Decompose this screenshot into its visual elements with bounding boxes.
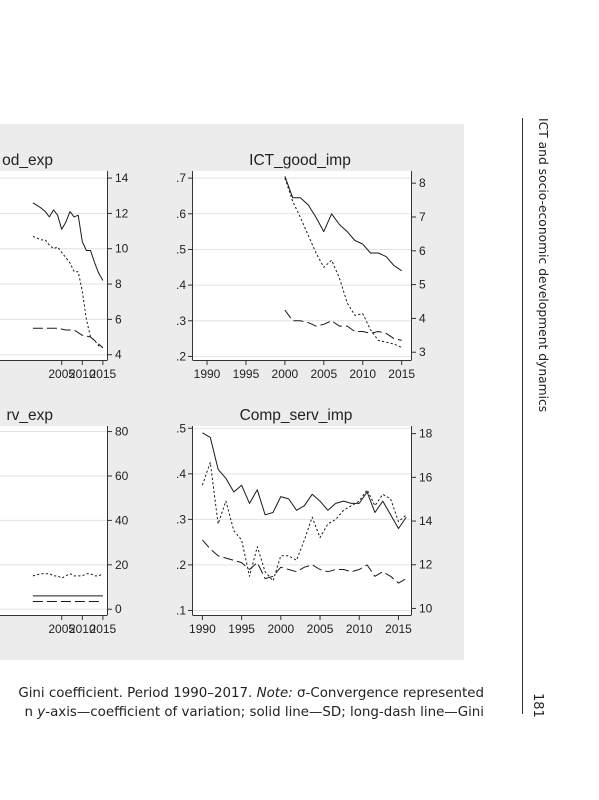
- y-left-tick-label: .1: [176, 603, 186, 617]
- series-line-solid: [32, 202, 104, 281]
- x-tick-label: 1990: [189, 622, 216, 636]
- y-left-tick-label: .5: [176, 242, 186, 256]
- y-right-tick-label: 12: [115, 206, 129, 220]
- margin-rule: [522, 118, 523, 714]
- running-head: ICT and socio-economic development dynam…: [536, 118, 550, 413]
- chart-title: Comp_serv_imp: [240, 407, 353, 424]
- plot-area: [193, 426, 411, 615]
- y-right-tick-label: 18: [419, 427, 433, 441]
- x-tick-label: 2010: [69, 622, 96, 636]
- y-left-tick-label: .6: [176, 207, 186, 221]
- x-tick-label: 1995: [228, 622, 255, 636]
- y-right-tick-label: 7: [419, 210, 426, 224]
- chart-title: rv_exp: [6, 407, 53, 424]
- series-line-solid: [284, 176, 402, 272]
- chart-2: ICT_good_imp 1990 1995 2000 2005 2010 2015 .2 .3…: [176, 152, 426, 381]
- x-tick-label: 1995: [233, 367, 260, 381]
- y-left-tick-label: .7: [176, 171, 186, 185]
- y-left-tick-label: .4: [176, 467, 186, 481]
- y-right-tick-label: 40: [115, 513, 129, 527]
- y-left-tick-label: .3: [176, 314, 186, 328]
- y-right-tick-label: 4: [419, 311, 426, 325]
- x-tick-label: 2015: [385, 622, 412, 636]
- y-left-tick-label: .4: [176, 278, 186, 292]
- y-right-tick-label: 3: [419, 345, 426, 359]
- x-tick-label: 2015: [90, 622, 117, 636]
- y-right-tick-label: 20: [115, 558, 129, 572]
- series-line-longdash: [32, 327, 104, 348]
- caption-text-b: σ-Convergence represented: [292, 686, 484, 701]
- caption-note-label: Note:: [256, 686, 293, 701]
- x-tick-label: 2010: [69, 367, 96, 381]
- caption-text-a: Gini coefficient. Period 1990–2017.: [18, 686, 257, 701]
- y-left-tick-label: .5: [176, 421, 186, 435]
- y-right-tick-label: 80: [115, 425, 129, 439]
- caption-text-c: n: [24, 705, 38, 720]
- chart-title: od_exp: [2, 152, 53, 169]
- x-tick-label: 2005: [48, 622, 75, 636]
- x-tick-label: 2010: [346, 622, 373, 636]
- x-tick-label: 2005: [307, 622, 334, 636]
- page-number: 181: [530, 693, 545, 718]
- y-left-tick-label: .3: [176, 512, 186, 526]
- x-tick-label: 2000: [272, 367, 299, 381]
- plot-area: [0, 171, 107, 360]
- y-right-tick-label: 14: [419, 514, 433, 528]
- y-right-tick-label: 8: [419, 176, 426, 190]
- x-tick-label: 2010: [349, 367, 376, 381]
- figure-caption: Gini coefficient. Period 1990–2017. Note…: [0, 684, 484, 722]
- y-right-tick-label: 5: [419, 278, 426, 292]
- y-right-tick-label: 10: [115, 242, 129, 256]
- x-tick-label: 2000: [267, 622, 294, 636]
- caption-axis-label: y: [37, 705, 46, 720]
- y-right-tick-label: 60: [115, 469, 129, 483]
- series-line-dotted: [201, 461, 407, 582]
- y-right-tick-label: 12: [419, 558, 433, 572]
- y-right-tick-label: 4: [115, 348, 122, 362]
- series-line-dotted: [32, 573, 104, 579]
- chart-title: ICT_good_imp: [249, 152, 351, 169]
- series-line-dotted: [32, 235, 104, 349]
- x-tick-label: 2005: [310, 367, 337, 381]
- x-tick-label: 2005: [48, 367, 75, 381]
- caption-line-1: Gini coefficient. Period 1990–2017. Note…: [0, 684, 484, 703]
- y-left-tick-label: .2: [176, 558, 186, 572]
- x-tick-label: 2015: [388, 367, 415, 381]
- y-right-tick-label: 6: [115, 312, 122, 326]
- chart-4: Comp_serv_imp 1990 1995 2000 2005 2010 2015 .1.…: [176, 407, 433, 636]
- chart-panels: od_exp200520102015468101214ICT_good_imp1…: [0, 152, 433, 636]
- y-right-tick-label: 8: [115, 277, 122, 291]
- y-right-tick-label: 6: [419, 244, 426, 258]
- y-right-tick-label: 10: [419, 601, 433, 615]
- y-right-tick-label: 0: [115, 602, 122, 616]
- y-right-tick-label: 16: [419, 470, 433, 484]
- series-line-dotted: [284, 177, 402, 348]
- caption-line-2: n y-axis—coefficient of variation; solid…: [0, 703, 484, 722]
- series-line-longdash: [202, 539, 407, 584]
- x-tick-label: 2015: [90, 367, 117, 381]
- series-line-solid: [202, 432, 407, 529]
- y-left-tick-label: .2: [176, 349, 186, 363]
- plot-area: [193, 171, 411, 360]
- x-tick-label: 1990: [194, 367, 221, 381]
- caption-text-d: -axis—coefficient of variation; solid li…: [45, 705, 484, 720]
- y-right-tick-label: 14: [115, 171, 129, 185]
